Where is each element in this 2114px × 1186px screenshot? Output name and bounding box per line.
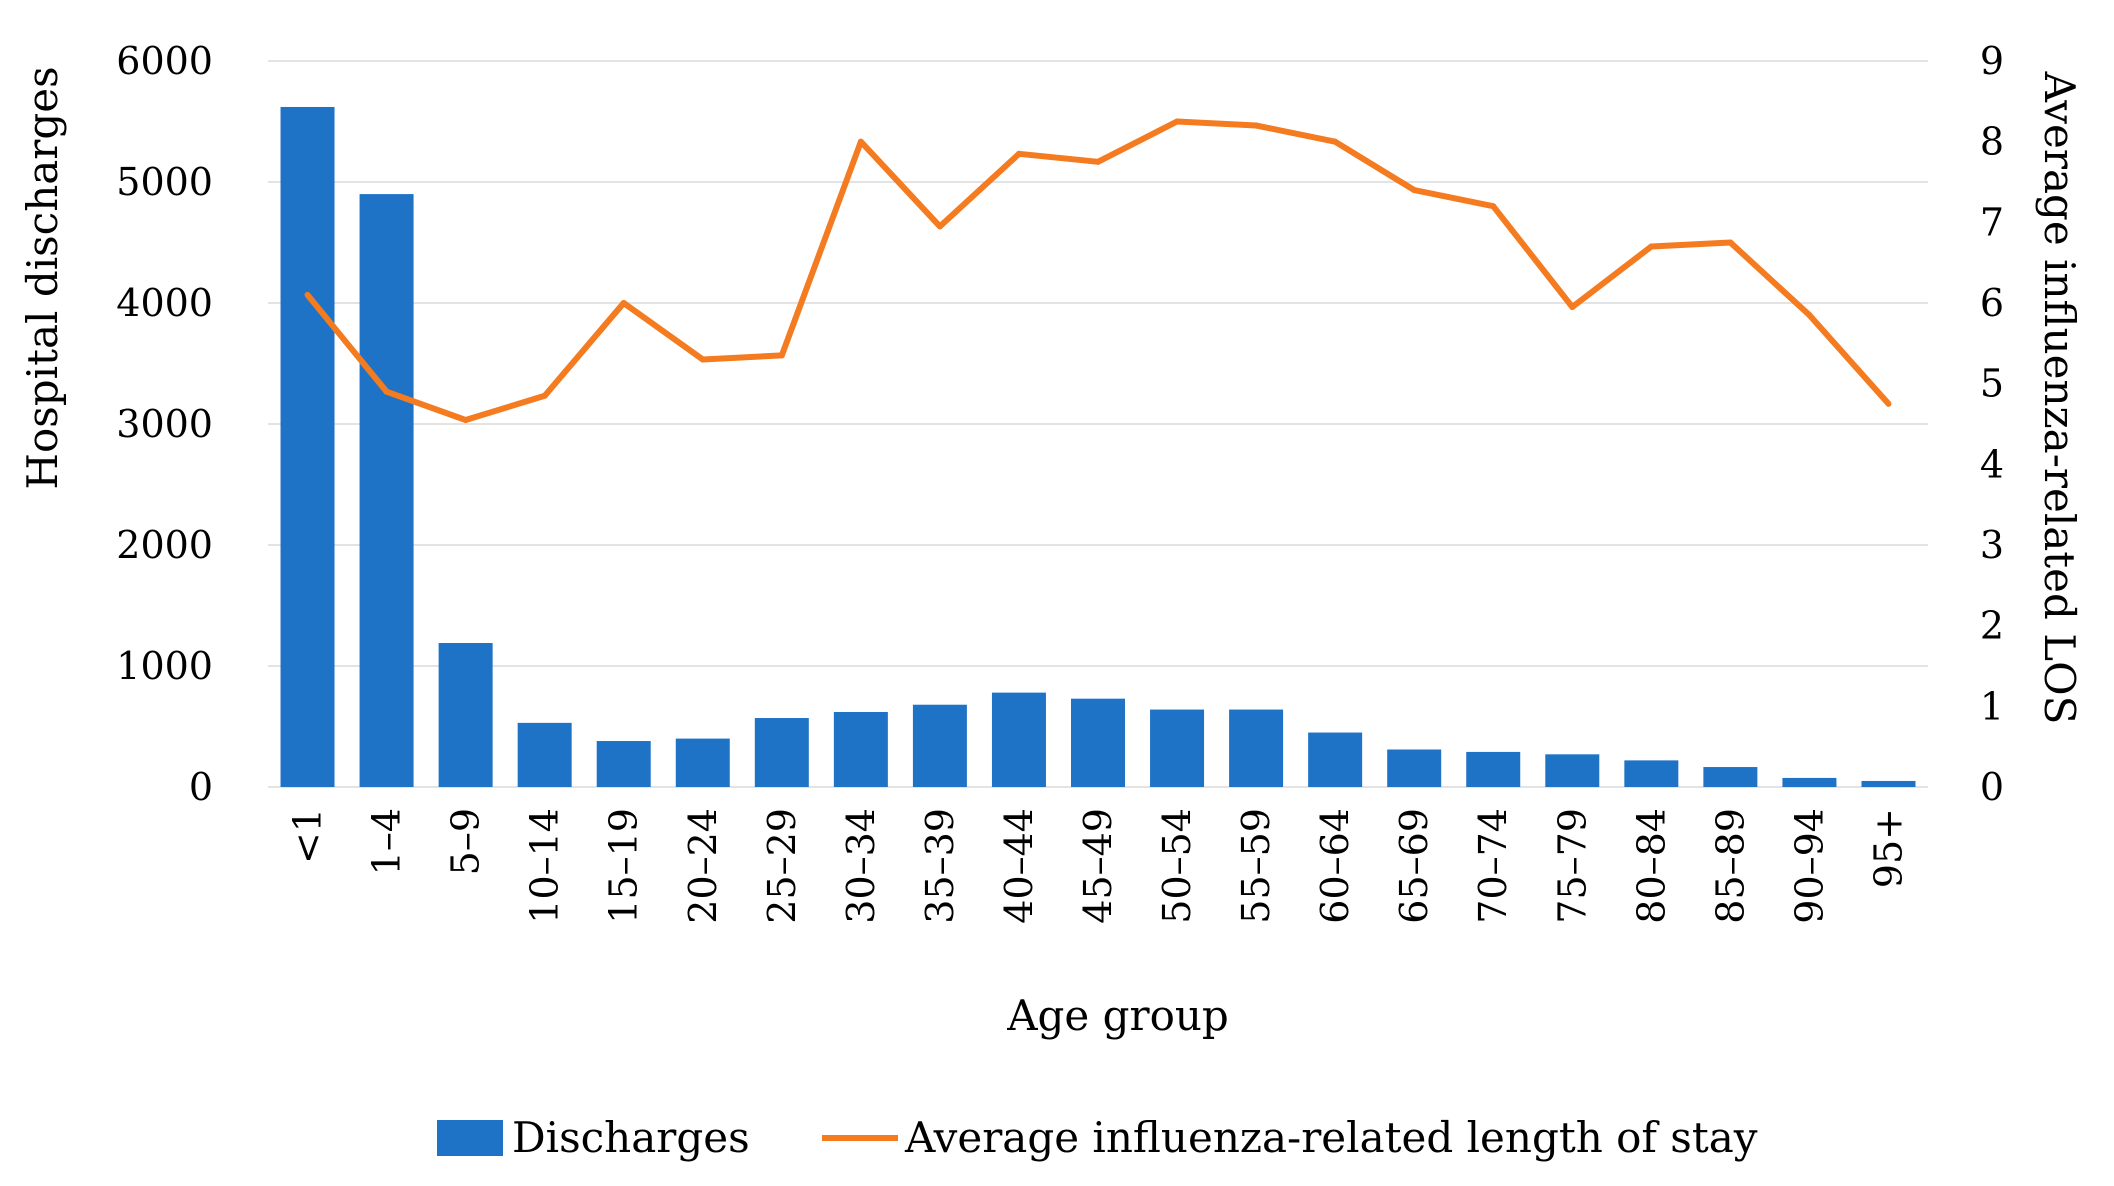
y-tick-label: 2000 xyxy=(116,523,213,567)
bar-discharges xyxy=(1071,698,1125,787)
y-axis-title: Hospital discharges xyxy=(18,66,67,489)
x-tick-label: 1–4 xyxy=(365,808,409,875)
y2-tick-label: 9 xyxy=(1980,39,2004,83)
line-point-los xyxy=(778,352,785,359)
bar-discharges xyxy=(596,741,651,787)
x-tick-label: 85–89 xyxy=(1708,808,1752,924)
left-axis-ticks: 0 1000 2000 3000 4000 5000 6000 xyxy=(116,39,213,809)
line-point-los xyxy=(462,416,469,423)
line-point-los xyxy=(699,356,706,363)
bar-discharges xyxy=(517,722,572,787)
x-tick-label: 95+ xyxy=(1866,808,1910,888)
bar-discharges xyxy=(833,711,888,787)
line-point-los xyxy=(1253,122,1260,129)
line-point-los xyxy=(1411,187,1418,194)
legend-label-discharges: Discharges xyxy=(512,1113,750,1162)
y2-axis-title: Average influenza-related LOS xyxy=(2035,71,2084,725)
y2-tick-label: 6 xyxy=(1980,281,2004,325)
right-axis-ticks: 0 1 2 3 4 5 6 7 8 9 xyxy=(1980,39,2004,809)
x-tick-label: 50–54 xyxy=(1155,808,1199,924)
bar-discharges xyxy=(754,718,809,787)
bar-discharges xyxy=(1782,777,1837,787)
x-tick-label: 45–49 xyxy=(1076,808,1120,924)
x-axis-title: Age group xyxy=(1006,991,1229,1040)
bar-discharges xyxy=(1545,754,1600,787)
line-point-los xyxy=(1569,304,1576,311)
y2-tick-label: 1 xyxy=(1980,684,2004,728)
y-tick-label: 4000 xyxy=(116,281,213,325)
line-point-los xyxy=(857,138,864,145)
line-point-los xyxy=(1885,400,1892,407)
legend-swatch-discharges xyxy=(437,1120,503,1156)
x-tick-label: 20–24 xyxy=(681,808,725,924)
line-point-los xyxy=(304,291,311,298)
x-tick-label: 25–29 xyxy=(760,808,804,924)
line-point-los xyxy=(1648,243,1655,250)
y-tick-label: 0 xyxy=(189,765,213,809)
y2-tick-label: 4 xyxy=(1980,442,2004,486)
line-los xyxy=(305,118,1891,423)
bar-discharges xyxy=(1624,760,1679,787)
bar-discharges xyxy=(1150,709,1205,787)
y2-tick-label: 8 xyxy=(1980,120,2004,164)
bar-discharges xyxy=(991,692,1046,787)
bar-discharges xyxy=(280,106,335,788)
x-tick-label: 5–9 xyxy=(444,808,488,875)
y2-tick-label: 2 xyxy=(1980,604,2004,648)
bars xyxy=(280,106,1916,788)
x-tick-label: 35–39 xyxy=(918,808,962,924)
x-tick-label: 40–44 xyxy=(997,808,1041,924)
line-point-los xyxy=(383,388,390,395)
x-tick-label: 65–69 xyxy=(1392,808,1436,924)
y-tick-label: 5000 xyxy=(116,160,213,204)
line-point-los xyxy=(1806,312,1813,319)
x-tick-label: 10–14 xyxy=(523,808,567,924)
los-line-group xyxy=(304,118,1892,423)
x-tick-label: 15–19 xyxy=(602,808,646,924)
y2-tick-label: 7 xyxy=(1980,200,2004,244)
y2-tick-label: 5 xyxy=(1980,362,2004,406)
x-tick-label: <1 xyxy=(286,808,330,864)
x-tick-label: 90–94 xyxy=(1787,808,1831,924)
x-tick-label: 30–34 xyxy=(839,808,883,924)
y2-tick-label: 0 xyxy=(1980,765,2004,809)
bar-discharges xyxy=(438,643,493,787)
bar-discharges xyxy=(1308,732,1363,787)
line-point-los xyxy=(1490,203,1497,210)
x-tick-label: 75–79 xyxy=(1550,808,1594,924)
line-point-los xyxy=(541,392,548,399)
bar-discharges xyxy=(912,704,967,787)
x-axis-ticks: <1 1–4 5–9 10–14 15–19 20–24 25–29 30–34 35–39 40… xyxy=(286,808,1911,924)
bar-discharges xyxy=(359,194,414,788)
line-point-los xyxy=(1174,118,1181,125)
legend-label-los: Average influenza-related length of stay xyxy=(904,1113,1758,1162)
bar-discharges xyxy=(1703,767,1758,787)
x-tick-label: 60–64 xyxy=(1313,808,1357,924)
x-tick-label: 70–74 xyxy=(1471,808,1515,924)
line-point-los xyxy=(1727,239,1734,246)
bar-discharges xyxy=(1466,751,1521,787)
line-point-los xyxy=(620,300,627,306)
y-tick-label: 1000 xyxy=(116,644,213,688)
y-tick-label: 3000 xyxy=(116,402,213,446)
legend: Discharges Average influenza-related len… xyxy=(437,1113,1758,1162)
bar-discharges xyxy=(1387,749,1442,787)
line-point-los xyxy=(1095,158,1101,165)
line-point-los xyxy=(936,223,943,230)
x-tick-label: 80–84 xyxy=(1629,808,1673,924)
bar-discharges xyxy=(1229,709,1284,787)
line-point-los xyxy=(1332,138,1339,145)
line-point-los xyxy=(1015,150,1022,157)
bar-discharges xyxy=(675,738,730,787)
y-tick-label: 6000 xyxy=(116,39,213,83)
y2-tick-label: 3 xyxy=(1980,523,2004,567)
bar-discharges xyxy=(1861,780,1916,787)
x-tick-label: 55–59 xyxy=(1234,808,1278,924)
gridlines xyxy=(268,60,1928,788)
